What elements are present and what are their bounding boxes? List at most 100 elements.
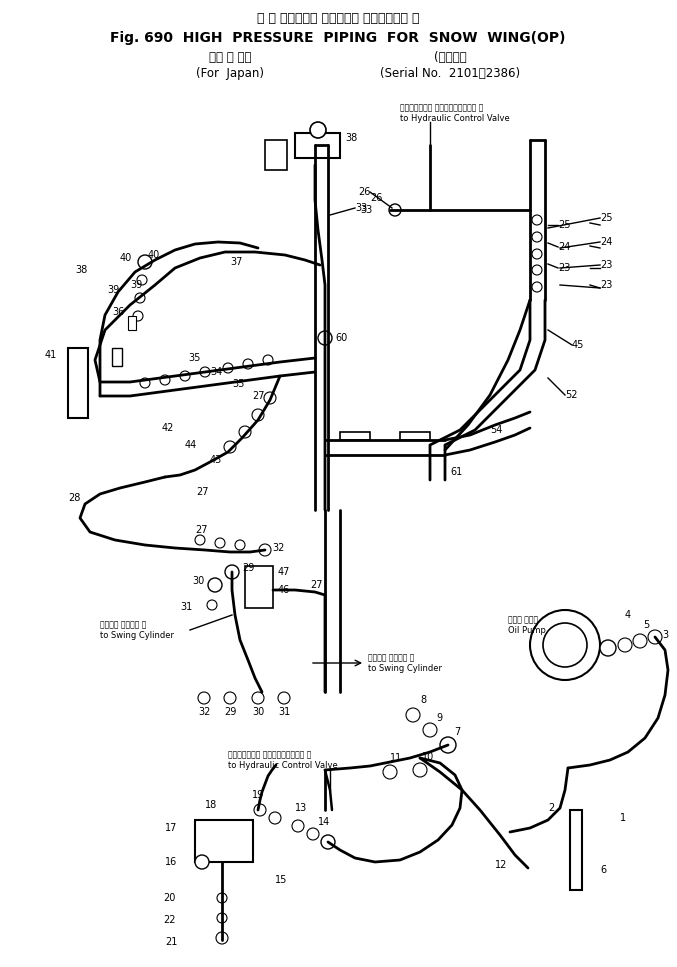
Text: 35: 35 — [232, 379, 244, 389]
Text: 27: 27 — [196, 487, 209, 497]
Circle shape — [216, 932, 228, 944]
Text: 52: 52 — [565, 390, 577, 400]
Circle shape — [195, 535, 205, 545]
Text: ハ イ プレッシャ バイピング スノウィング 用: ハ イ プレッシャ バイピング スノウィング 用 — [257, 12, 419, 24]
Text: 5: 5 — [643, 620, 649, 630]
Text: (Serial No.  2101～2386): (Serial No. 2101～2386) — [380, 67, 520, 79]
Text: (適用号機: (適用号機 — [434, 50, 466, 64]
Circle shape — [217, 893, 227, 903]
Circle shape — [423, 723, 437, 737]
Text: 44: 44 — [185, 440, 197, 450]
Text: 60: 60 — [335, 333, 347, 343]
Circle shape — [389, 204, 401, 216]
Text: 25: 25 — [558, 220, 571, 230]
Circle shape — [223, 363, 233, 373]
Circle shape — [532, 249, 542, 259]
Circle shape — [225, 565, 239, 579]
Text: 39: 39 — [130, 280, 142, 290]
Text: 42: 42 — [162, 423, 175, 433]
Text: to Hydraulic Control Valve: to Hydraulic Control Valve — [228, 760, 338, 770]
Circle shape — [195, 855, 209, 869]
Circle shape — [318, 331, 332, 345]
Text: （国 内 向）: （国 内 向） — [209, 50, 251, 64]
Text: Oil Pump: Oil Pump — [508, 626, 546, 634]
Text: 33: 33 — [355, 203, 367, 213]
Text: 23: 23 — [600, 280, 613, 290]
Text: 22: 22 — [163, 915, 175, 925]
Circle shape — [321, 835, 335, 849]
Circle shape — [200, 367, 210, 377]
Circle shape — [259, 544, 271, 556]
Text: オイル ポンプ: オイル ポンプ — [508, 616, 538, 625]
Text: to Swing Cylinder: to Swing Cylinder — [100, 630, 174, 639]
Circle shape — [140, 378, 150, 388]
Circle shape — [532, 215, 542, 225]
Circle shape — [530, 610, 600, 680]
Text: 24: 24 — [600, 237, 613, 247]
Text: 8: 8 — [420, 695, 426, 705]
Circle shape — [307, 828, 319, 840]
Text: 40: 40 — [120, 253, 132, 263]
Circle shape — [133, 311, 143, 321]
Text: 40: 40 — [148, 250, 160, 260]
Text: 29: 29 — [224, 707, 236, 717]
Circle shape — [138, 255, 152, 269]
Text: 20: 20 — [163, 893, 175, 903]
Circle shape — [215, 538, 225, 548]
Text: 2: 2 — [548, 803, 554, 813]
Circle shape — [207, 600, 217, 610]
Circle shape — [224, 692, 236, 704]
Text: ハイドロリック コントロールバルブ へ: ハイドロリック コントロールバルブ へ — [400, 103, 483, 112]
Circle shape — [532, 282, 542, 292]
Circle shape — [137, 275, 147, 285]
Text: 18: 18 — [205, 800, 217, 810]
Bar — [195, 820, 253, 862]
Text: 27: 27 — [252, 391, 265, 401]
Text: 13: 13 — [295, 803, 307, 813]
Circle shape — [217, 913, 227, 923]
Text: 26: 26 — [358, 187, 370, 197]
Text: 47: 47 — [278, 567, 290, 577]
Circle shape — [243, 359, 253, 369]
Text: 31: 31 — [278, 707, 290, 717]
Text: 33: 33 — [360, 205, 372, 215]
Text: 34: 34 — [210, 367, 222, 377]
Text: to Hydraulic Control Valve: to Hydraulic Control Valve — [400, 113, 510, 123]
Circle shape — [278, 692, 290, 704]
Text: 37: 37 — [230, 257, 242, 267]
Circle shape — [254, 804, 266, 816]
Circle shape — [532, 265, 542, 275]
Text: ハイドロリック コントロールバルブ へ: ハイドロリック コントロールバルブ へ — [228, 750, 311, 759]
Circle shape — [440, 737, 456, 753]
Text: 31: 31 — [180, 602, 192, 612]
Text: 1: 1 — [620, 813, 626, 823]
Circle shape — [633, 634, 647, 648]
Text: 24: 24 — [558, 242, 571, 252]
Circle shape — [160, 375, 170, 385]
Text: 29: 29 — [242, 563, 255, 573]
Text: 23: 23 — [600, 260, 613, 270]
Circle shape — [292, 820, 304, 832]
Text: 16: 16 — [165, 857, 177, 867]
Text: 7: 7 — [454, 727, 460, 737]
Circle shape — [600, 640, 616, 656]
Circle shape — [252, 692, 264, 704]
Circle shape — [263, 355, 273, 365]
Text: 27: 27 — [310, 580, 322, 590]
Circle shape — [543, 623, 587, 667]
Text: 30: 30 — [252, 707, 264, 717]
Text: 41: 41 — [45, 350, 58, 360]
Text: 3: 3 — [662, 630, 668, 640]
Circle shape — [180, 371, 190, 381]
Text: スイング シリンダ へ: スイング シリンダ へ — [368, 654, 414, 662]
Text: 23: 23 — [558, 263, 571, 273]
Bar — [295, 133, 340, 158]
Bar — [128, 316, 136, 330]
Bar — [68, 348, 88, 418]
Text: 61: 61 — [450, 467, 462, 477]
Text: 27: 27 — [195, 525, 207, 535]
Circle shape — [618, 638, 632, 652]
Text: 14: 14 — [318, 817, 330, 827]
Text: 6: 6 — [600, 865, 606, 875]
Circle shape — [239, 426, 251, 438]
